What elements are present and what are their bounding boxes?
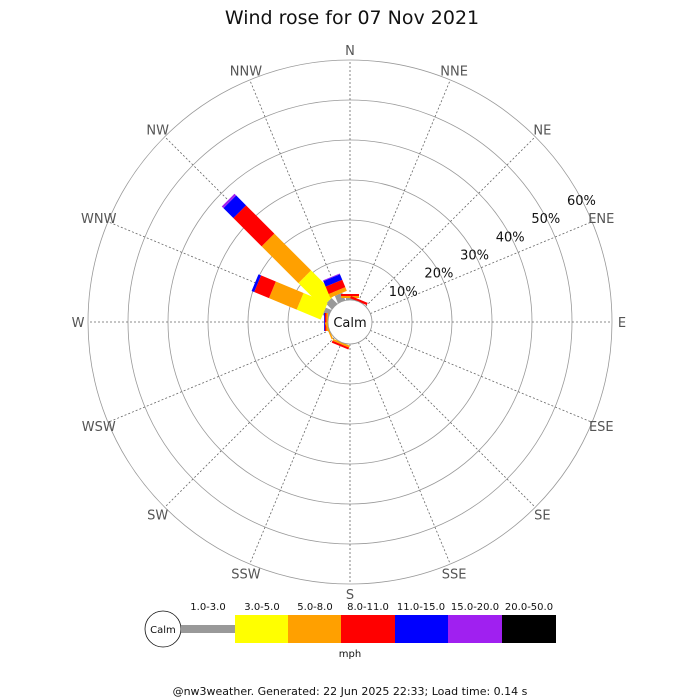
legend-bin-label-2: 5.0-8.0 [297,602,332,613]
radial-tick-20pct: 20% [424,267,453,282]
legend-bin-label-5: 15.0-20.0 [451,602,499,613]
bar-wnw-bin-4 [251,274,262,293]
direction-label-ene: ENE [588,212,614,227]
bar-nw-bin-1 [298,270,336,308]
spoke-sse [358,342,451,565]
legend-swatch-3 [341,615,395,643]
legend-bin-label-4: 11.0-15.0 [397,602,445,613]
spoke-ese [370,330,593,423]
legend-bin-label-0: 1.0-3.0 [190,602,225,613]
direction-labels: N NNE NE ENE E ESE SE SSE S SSW SW WSW W WNW NW NNW [72,44,627,603]
spoke-se [365,337,536,508]
legend-bin-label-3: 8.0-11.0 [347,602,389,613]
bar-wnw-bin-2 [268,281,304,310]
bar-nw-bin-5 [221,193,237,209]
calm-circle-group: Calm [327,299,373,345]
chart-title: Wind rose for 07 Nov 2021 [225,7,479,29]
radial-tick-40pct: 40% [496,230,525,245]
bar-ssw-bin-3 [331,340,350,350]
bar-nnw-bin-4 [323,274,343,287]
legend-swatch-1 [235,615,289,643]
bar-nnw-bin-2 [328,287,347,298]
radial-tick-labels: 10% 20% 30% 40% 50% 60% [389,194,596,300]
spoke-sw [164,337,335,508]
legend-bin-label-6: 20.0-50.0 [505,602,553,613]
speed-legend: Calm mph 1.0-3.0 3.0-5.0 5.0-8.0 8.0-11.0 11… [144,602,556,660]
bar-nw-bin-4 [223,195,247,219]
direction-label-nnw: NNW [230,65,262,80]
direction-label-ese: ESE [589,420,614,435]
direction-label-e: E [618,316,626,331]
direction-label-ne: NE [533,124,551,139]
calm-label: Calm [333,316,366,331]
bar-wnw-bin-3 [254,275,276,299]
direction-label-ssw: SSW [231,567,261,582]
direction-label-nne: NNE [440,65,468,80]
direction-label-se: SE [534,508,550,523]
direction-label-w: W [72,316,85,331]
legend-bin-label-1: 3.0-5.0 [244,602,279,613]
legend-swatch-2 [288,615,342,643]
direction-label-n: N [345,44,355,59]
radial-tick-30pct: 30% [460,249,489,264]
spoke-nnw [249,79,342,302]
bar-nnw-bin-0 [334,292,346,304]
radial-tick-50pct: 50% [531,212,560,227]
footer-text: @nw3weather. Generated: 22 Jun 2025 22:3… [173,685,528,698]
calm-circle [327,299,373,345]
radial-tick-10pct: 10% [389,285,418,300]
bar-nw-bin-2 [261,233,312,284]
grid-ring-60pct [87,59,613,585]
spoke-ne [365,136,536,307]
legend-swatch-5 [448,615,502,643]
spoke-nne [358,79,451,302]
spoke-ssw [249,342,342,565]
legend-calm-label: Calm [150,625,176,636]
bar-nw-bin-3 [233,205,275,247]
legend-units: mph [339,649,361,660]
legend-swatch-4 [395,615,449,643]
direction-label-nw: NW [146,124,169,139]
bar-wnw-bin-1 [296,293,328,320]
direction-label-wsw: WSW [82,420,116,435]
direction-label-wnw: WNW [81,212,117,227]
spoke-wsw [107,330,330,423]
bar-nnw-bin-3 [325,279,346,295]
direction-label-sw: SW [147,508,168,523]
direction-label-sse: SSE [442,567,467,582]
bar-wnw-bin-0 [322,307,332,318]
bar-nw-bin-0 [325,297,338,310]
radial-tick-60pct: 60% [567,194,596,209]
spoke-ene [370,221,593,314]
direction-label-s: S [346,588,354,603]
legend-swatch-6 [502,615,556,643]
